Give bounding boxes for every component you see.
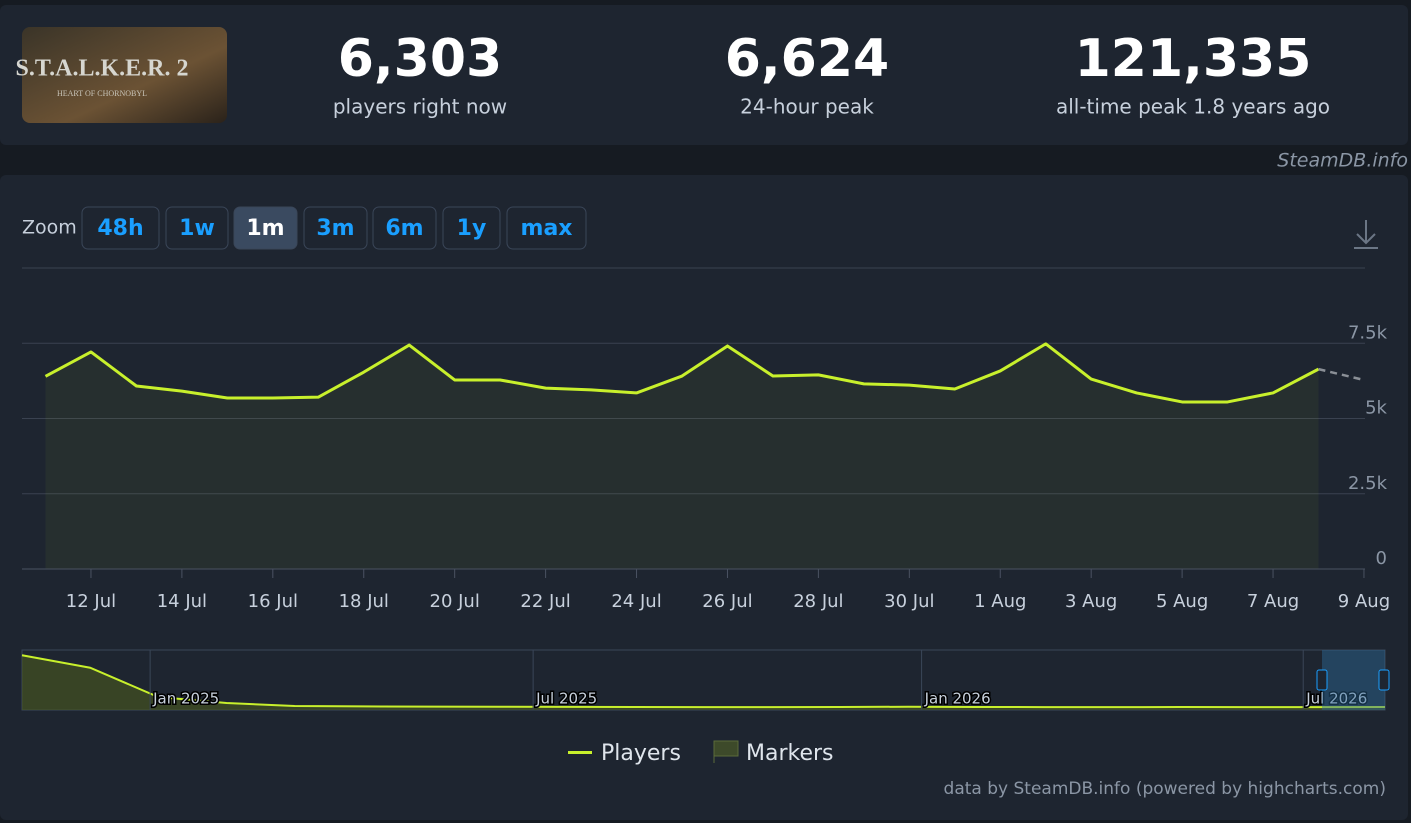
- y-tick-label: 2.5k: [1348, 473, 1388, 494]
- logo-title: S.T.A.L.K.E.R. 2: [16, 56, 189, 82]
- navigator-label: Jan 2026: [924, 690, 991, 708]
- x-tick-label: 20 Jul: [430, 591, 480, 612]
- zoom-button-label[interactable]: 1y: [457, 216, 487, 241]
- x-tick-label: 28 Jul: [793, 591, 843, 612]
- y-tick-label: 7.5k: [1348, 322, 1388, 343]
- zoom-button-label[interactable]: 6m: [385, 216, 423, 241]
- legend-players[interactable]: Players: [601, 741, 681, 766]
- navigator-area: [22, 655, 1385, 710]
- legend-line: [568, 751, 592, 754]
- zoom-button-label[interactable]: 1m: [246, 216, 284, 241]
- x-tick-label: 5 Aug: [1156, 591, 1208, 612]
- legend-markers-icon: [713, 740, 739, 763]
- zoom-button[interactable]: [233, 206, 298, 250]
- x-tick-label: 16 Jul: [248, 591, 298, 612]
- series-line: [44, 342, 1320, 404]
- logo-subtitle: HEART OF CHORNOBYL: [57, 89, 147, 98]
- navigator-label: Jan 2025: [152, 690, 219, 708]
- zoom-button-label[interactable]: max: [521, 216, 573, 241]
- zoom-button-label[interactable]: 48h: [97, 216, 143, 241]
- stat-value: 6,303: [338, 29, 502, 89]
- zoom-button[interactable]: [165, 206, 229, 250]
- header-panel: [0, 5, 1408, 145]
- zoom-label: Zoom: [22, 217, 77, 239]
- navigator: [21, 649, 1386, 711]
- x-tick-label: 30 Jul: [884, 591, 934, 612]
- x-tick-label: 26 Jul: [702, 591, 752, 612]
- zoom-button-label[interactable]: 1w: [179, 216, 215, 241]
- x-tick-label: 12 Jul: [66, 591, 116, 612]
- zoom-button-label[interactable]: 3m: [316, 216, 354, 241]
- credit: SteamDB.info: [1277, 150, 1408, 172]
- stat-label: all-time peak 1.8 years ago: [1056, 95, 1330, 119]
- zoom-button[interactable]: [442, 206, 501, 250]
- footer: data by SteamDB.info (powered by highcha…: [944, 779, 1386, 799]
- navigator-line: [21, 654, 1386, 709]
- x-tick-label: 22 Jul: [520, 591, 570, 612]
- stat-label: players right now: [333, 95, 507, 119]
- x-tick-label: 14 Jul: [157, 591, 207, 612]
- stat-value: 121,335: [1075, 29, 1312, 89]
- stat-value: 6,624: [725, 29, 889, 89]
- x-tick-label: 9 Aug: [1338, 591, 1390, 612]
- area: [45, 343, 1319, 569]
- download-icon[interactable]: [1354, 220, 1378, 249]
- x-tick-label: 18 Jul: [339, 591, 389, 612]
- y-tick-label: 5k: [1365, 398, 1387, 419]
- zoom-button[interactable]: [81, 206, 160, 250]
- x-tick-label: 3 Aug: [1065, 591, 1117, 612]
- game-logo: [22, 27, 227, 123]
- zoom-button[interactable]: [303, 206, 368, 250]
- legend-markers[interactable]: Markers: [746, 741, 834, 766]
- x-tick-label: 24 Jul: [611, 591, 661, 612]
- navigator-handle[interactable]: [1316, 669, 1328, 691]
- y-tick-label: 0: [1376, 548, 1387, 569]
- projected-line: [1318, 367, 1365, 382]
- zoom-button[interactable]: [372, 206, 437, 250]
- navigator-selection[interactable]: [1322, 650, 1385, 710]
- navigator-label: Jul 2026: [1305, 690, 1367, 708]
- x-tick-label: 7 Aug: [1247, 591, 1299, 612]
- stat-label: 24-hour peak: [740, 95, 874, 119]
- navigator-handle[interactable]: [1378, 669, 1390, 691]
- zoom-button[interactable]: [506, 206, 587, 250]
- navigator-label: Jul 2025: [535, 690, 597, 708]
- x-tick-label: 1 Aug: [974, 591, 1026, 612]
